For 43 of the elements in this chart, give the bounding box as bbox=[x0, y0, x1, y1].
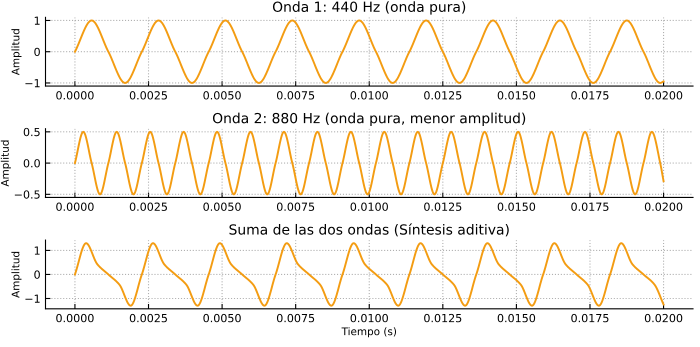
y-tick-label: −1 bbox=[25, 79, 40, 88]
x-tick-label: 0.0000 bbox=[56, 202, 94, 211]
y-axis-title: Amplitud bbox=[11, 252, 22, 298]
x-tick-label: 0.0200 bbox=[644, 314, 682, 322]
x-tick-label: 0.0050 bbox=[203, 202, 241, 211]
x-tick-label: 0.0175 bbox=[571, 202, 608, 211]
x-tick-label: 0.0125 bbox=[424, 91, 462, 100]
x-tick-label: 0.0200 bbox=[644, 91, 682, 100]
y-tick-label: 0.0 bbox=[24, 159, 40, 168]
x-tick-label: 0.0050 bbox=[203, 91, 241, 100]
y-tick-label: 1 bbox=[34, 16, 40, 25]
x-tick-label: 0.0125 bbox=[424, 202, 462, 211]
chart-title: Suma de las dos ondas (Síntesis aditiva) bbox=[229, 223, 509, 236]
x-tick-label: 0.0175 bbox=[571, 91, 608, 100]
x-tick-label: 0.0150 bbox=[498, 91, 536, 100]
x-tick-label: 0.0200 bbox=[644, 202, 682, 211]
y-tick-label: 0 bbox=[34, 270, 40, 279]
x-tick-label: 0.0150 bbox=[498, 314, 536, 322]
x-tick-label: 0.0075 bbox=[276, 314, 314, 322]
x-tick-label: 0.0025 bbox=[130, 314, 167, 322]
y-axis-title: Amplitud bbox=[0, 140, 11, 186]
chart-title: Onda 2: 880 Hz (onda pura, menor amplitud) bbox=[212, 112, 526, 126]
x-tick-label: 0.0000 bbox=[56, 314, 94, 322]
y-tick-label: 0.5 bbox=[24, 128, 40, 136]
y-tick-label: −1 bbox=[25, 294, 40, 303]
x-tick-label: 0.0175 bbox=[571, 314, 608, 322]
x-tick-label: 0.0025 bbox=[130, 91, 167, 100]
x-tick-label: 0.0075 bbox=[276, 202, 314, 211]
x-tick-label: 0.0050 bbox=[203, 314, 241, 322]
y-tick-label: 1 bbox=[34, 246, 40, 255]
x-tick-label: 0.0150 bbox=[498, 202, 536, 211]
x-tick-label: 0.0100 bbox=[350, 91, 388, 100]
x-tick-label: 0.0100 bbox=[350, 314, 388, 322]
x-tick-label: 0.0100 bbox=[350, 202, 388, 211]
x-axis-title: Tiempo (s) bbox=[342, 327, 396, 338]
x-tick-label: 0.0025 bbox=[130, 202, 167, 211]
x-tick-label: 0.0125 bbox=[424, 314, 462, 322]
chart-title: Onda 1: 440 Hz (onda pura) bbox=[272, 1, 466, 15]
y-axis-title: Amplitud bbox=[11, 29, 22, 76]
x-tick-label: 0.0000 bbox=[56, 91, 94, 100]
x-tick-label: 0.0075 bbox=[276, 91, 314, 100]
y-tick-label: −0.5 bbox=[14, 190, 40, 199]
y-tick-label: 0 bbox=[34, 48, 40, 56]
